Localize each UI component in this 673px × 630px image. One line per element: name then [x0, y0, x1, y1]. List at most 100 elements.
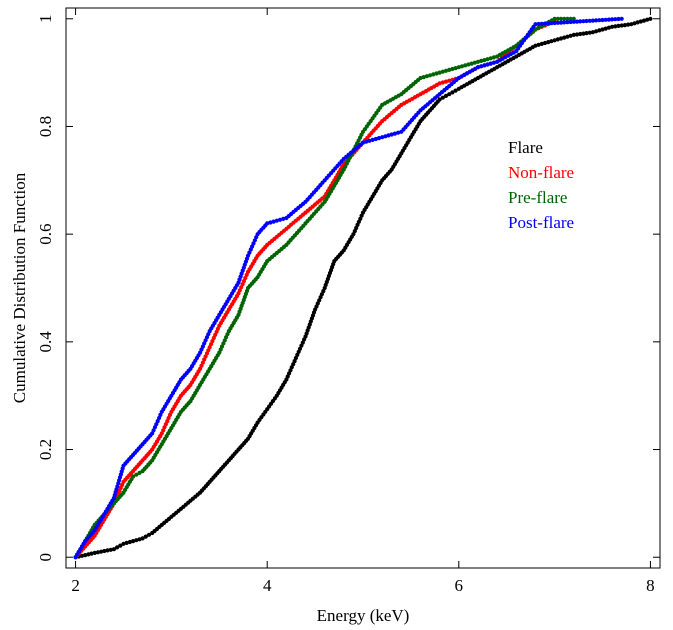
data-point: [491, 55, 496, 60]
data-point: [558, 36, 564, 41]
data-point: [127, 539, 132, 545]
data-point: [83, 553, 88, 558]
data-point: [571, 16, 576, 21]
data-point: [466, 62, 471, 67]
data-point: [581, 31, 586, 36]
data-point: [491, 60, 496, 65]
data-point: [635, 20, 640, 25]
data-point: [367, 138, 372, 143]
data-point: [274, 218, 279, 223]
data-point: [603, 26, 608, 31]
data-point: [590, 30, 596, 35]
data-point: [373, 136, 378, 142]
data-point: [472, 60, 477, 65]
data-point: [380, 135, 385, 140]
data-point: [619, 23, 624, 28]
legend-label-flare: Flare: [508, 138, 543, 157]
data-point: [443, 79, 449, 84]
data-point: [277, 217, 283, 222]
data-point: [268, 220, 273, 225]
data-point: [565, 16, 570, 21]
data-point: [453, 66, 458, 71]
data-point: [392, 131, 397, 136]
data-point: [447, 78, 452, 83]
data-point: [648, 16, 653, 21]
data-point: [124, 540, 129, 546]
data-point: [485, 62, 490, 67]
data-point: [574, 19, 580, 24]
data-point: [597, 18, 602, 23]
data-point: [584, 18, 589, 24]
data-point: [447, 67, 452, 72]
data-point: [485, 57, 490, 62]
plot-frame: [65, 7, 661, 569]
data-point: [610, 24, 615, 29]
data-point: [469, 61, 474, 66]
data-point: [616, 23, 621, 28]
y-tick-label: 0.2: [36, 439, 55, 460]
data-point: [562, 16, 567, 21]
data-point: [539, 21, 544, 26]
x-axis: 2 4 6 8: [71, 8, 655, 595]
y-axis-title: Cumulative Distribution Function: [10, 172, 29, 403]
y-tick-label: 0.4: [36, 331, 55, 353]
data-point: [376, 136, 382, 141]
legend-label-non-flare: Non-flare: [508, 163, 574, 182]
data-point: [488, 56, 493, 61]
data-point: [558, 16, 564, 21]
x-axis-title: Energy (keV): [317, 606, 410, 625]
data-point: [121, 541, 126, 546]
data-point: [555, 16, 560, 21]
data-point: [562, 35, 567, 40]
data-point: [488, 61, 493, 66]
data-point: [440, 80, 445, 85]
data-point: [597, 28, 602, 33]
series-flare: [73, 16, 653, 560]
data-point: [546, 40, 551, 45]
data-point: [568, 16, 573, 21]
data-point: [440, 95, 445, 100]
data-point: [549, 39, 554, 44]
data-point: [638, 19, 643, 24]
data-point: [552, 38, 557, 43]
data-point: [536, 21, 541, 27]
data-point: [447, 92, 452, 97]
data-point: [271, 219, 276, 224]
data-point: [146, 532, 152, 537]
data-point: [92, 550, 97, 556]
data-point: [437, 97, 442, 102]
data-point: [542, 40, 548, 46]
legend: Flare Non-flare Pre-flare Post-flare: [508, 138, 574, 232]
data-point: [456, 65, 461, 70]
data-point: [140, 536, 145, 541]
x-tick-label: 4: [263, 576, 272, 595]
y-axis: 0 0.2 0.4 0.6 0.8 1: [36, 15, 660, 561]
y-tick-label: 0.8: [36, 116, 55, 137]
data-point: [437, 81, 442, 86]
data-point: [89, 551, 94, 556]
data-point: [558, 20, 564, 25]
data-point: [450, 66, 455, 72]
data-point: [555, 20, 560, 25]
legend-label-post-flare: Post-flare: [508, 213, 574, 232]
data-point: [118, 543, 123, 548]
legend-label-pre-flare: Pre-flare: [508, 188, 567, 207]
data-point: [134, 538, 139, 543]
x-tick-label: 6: [455, 576, 464, 595]
data-point: [479, 64, 484, 69]
data-point: [565, 20, 570, 25]
data-point: [95, 550, 100, 555]
data-point: [603, 17, 608, 22]
data-point: [143, 534, 148, 539]
data-point: [115, 545, 120, 550]
data-point: [552, 20, 557, 26]
y-tick-label: 1: [36, 15, 55, 24]
data-point: [108, 547, 113, 552]
data-point: [450, 90, 455, 95]
data-point: [437, 70, 442, 75]
data-point: [431, 72, 436, 77]
data-point: [606, 17, 612, 22]
data-point: [587, 30, 592, 35]
data-point: [386, 133, 391, 138]
